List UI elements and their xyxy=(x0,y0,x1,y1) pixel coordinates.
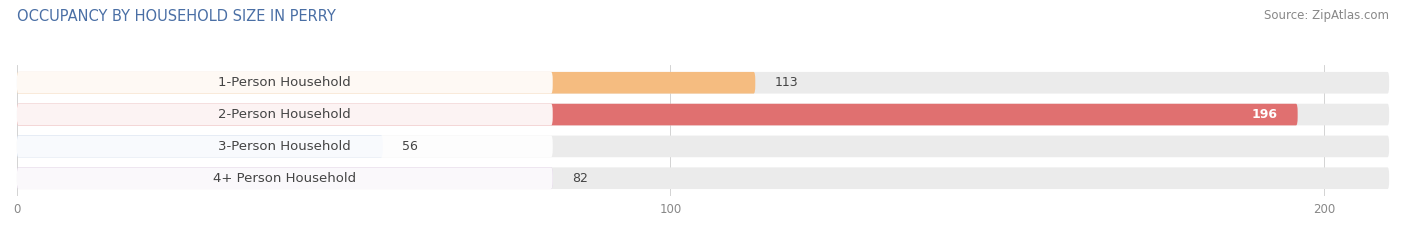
FancyBboxPatch shape xyxy=(17,167,553,189)
FancyBboxPatch shape xyxy=(17,136,553,157)
Text: Source: ZipAtlas.com: Source: ZipAtlas.com xyxy=(1264,9,1389,22)
FancyBboxPatch shape xyxy=(17,72,1389,94)
FancyBboxPatch shape xyxy=(17,136,382,157)
Text: 2-Person Household: 2-Person Household xyxy=(218,108,352,121)
FancyBboxPatch shape xyxy=(17,104,1298,125)
Text: 82: 82 xyxy=(572,172,588,185)
Text: 56: 56 xyxy=(402,140,419,153)
Text: 4+ Person Household: 4+ Person Household xyxy=(214,172,356,185)
FancyBboxPatch shape xyxy=(17,72,755,94)
FancyBboxPatch shape xyxy=(17,167,1389,189)
FancyBboxPatch shape xyxy=(17,104,553,125)
Text: 113: 113 xyxy=(775,76,799,89)
Text: OCCUPANCY BY HOUSEHOLD SIZE IN PERRY: OCCUPANCY BY HOUSEHOLD SIZE IN PERRY xyxy=(17,9,336,24)
Text: 196: 196 xyxy=(1251,108,1278,121)
FancyBboxPatch shape xyxy=(17,72,553,94)
Text: 1-Person Household: 1-Person Household xyxy=(218,76,352,89)
Text: 3-Person Household: 3-Person Household xyxy=(218,140,352,153)
FancyBboxPatch shape xyxy=(17,136,1389,157)
FancyBboxPatch shape xyxy=(17,167,553,189)
FancyBboxPatch shape xyxy=(17,104,1389,125)
